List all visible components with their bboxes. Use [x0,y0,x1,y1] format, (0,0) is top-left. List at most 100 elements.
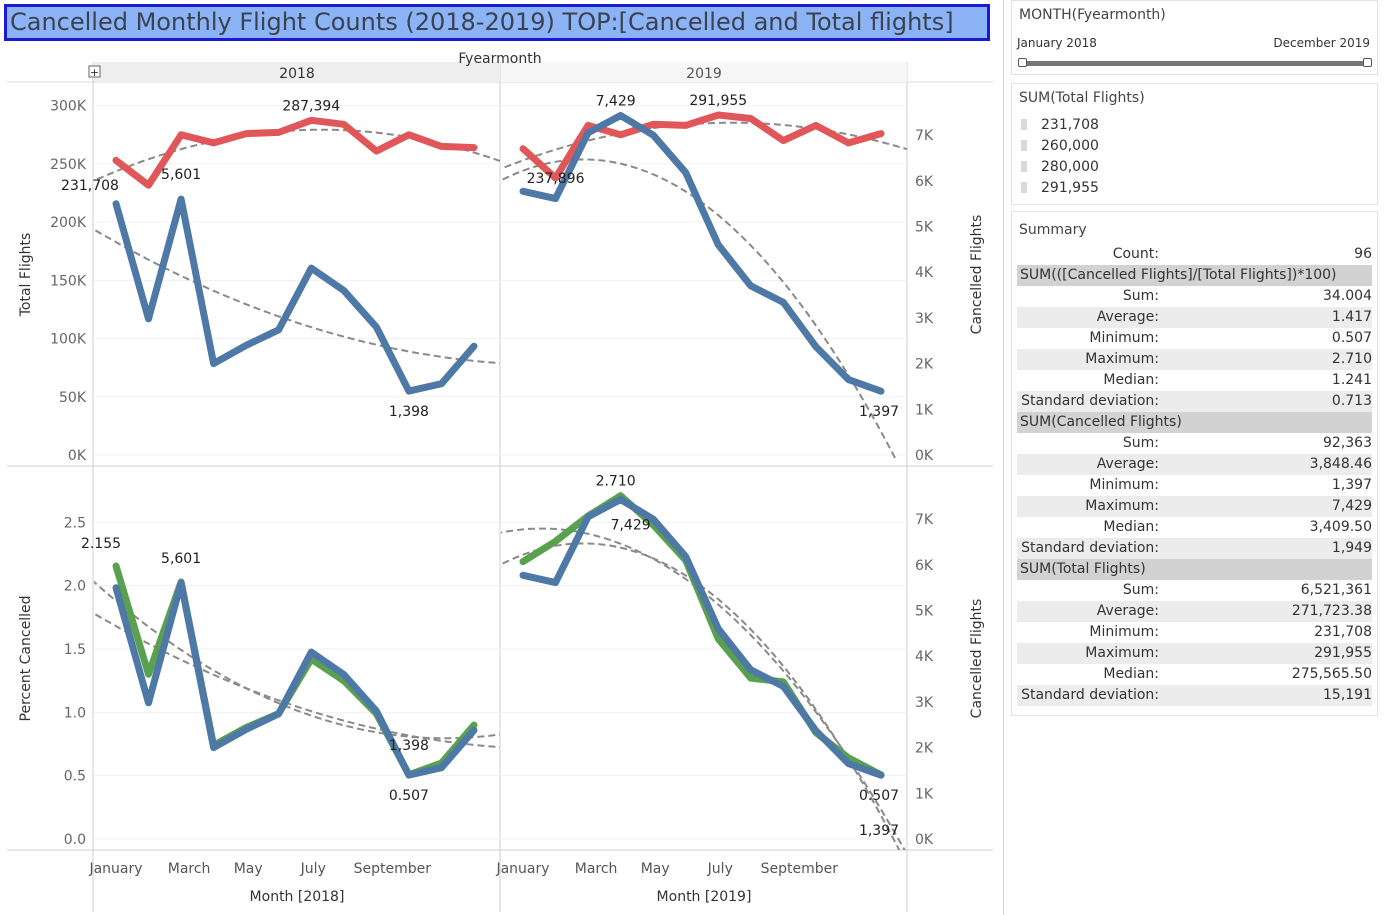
data-label: 287,394 [282,98,340,114]
filter-title: MONTH(Fyearmonth) [1019,7,1166,23]
cancelled-flights-line [519,496,885,779]
summary-label: Standard deviation: [1021,393,1159,409]
summary-label: Median: [1103,372,1159,388]
y-axis-title: Percent Cancelled [18,596,34,722]
summary-row: Maximum: 291,955 [1017,643,1372,664]
summary-value: 3,409.50 [1309,519,1372,535]
data-label: 1,397 [859,823,899,839]
y-right-tick-label: 1K [915,402,934,418]
month-filter-card: MONTH(Fyearmonth) January 2018 December … [1011,0,1378,75]
data-label: 7,429 [596,94,636,110]
column-header: Fyearmonth [458,51,541,67]
legend-title: SUM(Total Flights) [1019,90,1145,106]
trend-line [94,128,500,182]
legend-item[interactable]: 260,000 [1012,135,1377,156]
y-right-tick-label: 4K [915,265,934,281]
summary-label: Maximum: [1085,645,1159,661]
legend-swatch-icon [1021,161,1027,172]
data-label: 0.507 [859,788,899,804]
summary-value: 6,521,361 [1300,582,1372,598]
summary-label: Sum: [1122,288,1159,304]
legend-item[interactable]: 280,000 [1012,156,1377,177]
legend-label: 231,708 [1041,116,1099,133]
legend-item[interactable]: 231,708 [1012,114,1377,135]
summary-label: Standard deviation: [1021,687,1159,703]
summary-row: Count: 96 [1017,244,1372,265]
summary-row: Sum: 92,363 [1017,433,1372,454]
summary-value: 7,429 [1331,498,1372,514]
summary-row: Standard deviation: 1,949 [1017,538,1372,559]
summary-value: 0.713 [1331,393,1372,409]
summary-card: Summary Count: 96 SUM(([Cancelled Flights]… [1011,211,1378,716]
y-right-tick-label: 4K [915,649,934,665]
summary-section-header: SUM(Total Flights) [1017,559,1372,580]
summary-row: Standard deviation: 15,191 [1017,685,1372,706]
y-tick-label: 0K [68,448,87,464]
trend-line [94,612,500,749]
legend-label: 291,955 [1041,179,1099,196]
summary-row: Minimum: 231,708 [1017,622,1372,643]
x-tick-label: March [575,861,618,877]
summary-row: Median: 275,565.50 [1017,664,1372,685]
y-right-tick-label: 1K [915,786,934,802]
chart-title: Cancelled Monthly Flight Counts (2018-20… [4,4,990,41]
summary-row: Median: 3,409.50 [1017,517,1372,538]
summary-row: Maximum: 2.710 [1017,349,1372,370]
summary-title: Summary [1019,222,1087,238]
data-label: 0.507 [389,788,429,804]
legend-swatch-icon [1021,182,1027,193]
panel-divider [1003,0,1004,915]
data-label: 2.710 [596,474,636,490]
size-legend-card: SUM(Total Flights) 231,708 260,000 280,000… [1011,83,1378,205]
summary-value: 92,363 [1323,435,1372,451]
x-tick-label: January [495,861,549,877]
x-tick-label: March [168,861,211,877]
summary-label: Minimum: [1089,330,1159,346]
summary-row: Median: 1.241 [1017,370,1372,391]
x-tick-label: May [234,861,263,877]
y-right-tick-label: 2K [915,741,934,757]
summary-section-header: SUM(([Cancelled Flights]/[Total Flights]… [1017,265,1372,286]
summary-label: Minimum: [1089,477,1159,493]
expand-icon-glyph: + [90,66,99,79]
slider-end-handle[interactable] [1363,58,1372,67]
summary-row: Standard deviation: 0.713 [1017,391,1372,412]
summary-value: 231,708 [1314,624,1372,640]
data-label: 1,398 [389,404,429,420]
summary-row: Minimum: 0.507 [1017,328,1372,349]
legend-item[interactable]: 291,955 [1012,177,1377,198]
summary-value: 15,191 [1323,687,1372,703]
summary-row: Average: 3,848.46 [1017,454,1372,475]
x-axis-title: Month [2018] [250,889,345,905]
slider-start-handle[interactable] [1018,58,1027,67]
summary-label: Count: [1112,246,1159,262]
summary-label: Maximum: [1085,351,1159,367]
summary-label: Average: [1096,456,1159,472]
year-label-2018: 2018 [279,66,315,82]
summary-label: Sum: [1122,435,1159,451]
y-right-tick-label: 2K [915,357,934,373]
summary-value: 271,723.38 [1291,603,1372,619]
data-label: 1,398 [389,738,429,754]
data-label: 5,601 [161,551,201,567]
summary-label: Maximum: [1085,498,1159,514]
trend-line [94,228,500,365]
summary-row: Average: 1.417 [1017,307,1372,328]
month-range-slider[interactable] [1018,58,1372,67]
data-label: 291,955 [689,93,747,109]
expand-icon [88,65,101,78]
summary-value: 34.004 [1323,288,1372,304]
x-axis-title: Month [2019] [657,889,752,905]
x-tick-label: September [354,861,432,877]
legend-label: 280,000 [1041,158,1099,175]
y-right-tick-label: 3K [915,695,934,711]
y-right-tick-label: 6K [915,174,934,190]
y-right-tick-label: 7K [915,512,934,528]
summary-section-header: SUM(Cancelled Flights) [1017,412,1372,433]
legend-swatch-icon [1021,140,1027,151]
summary-label: Sum: [1122,582,1159,598]
y-tick-label: 2.5 [64,515,86,531]
data-label: 5,601 [161,167,201,183]
data-label: 237,896 [527,171,585,187]
summary-value: 3,848.46 [1309,456,1372,472]
